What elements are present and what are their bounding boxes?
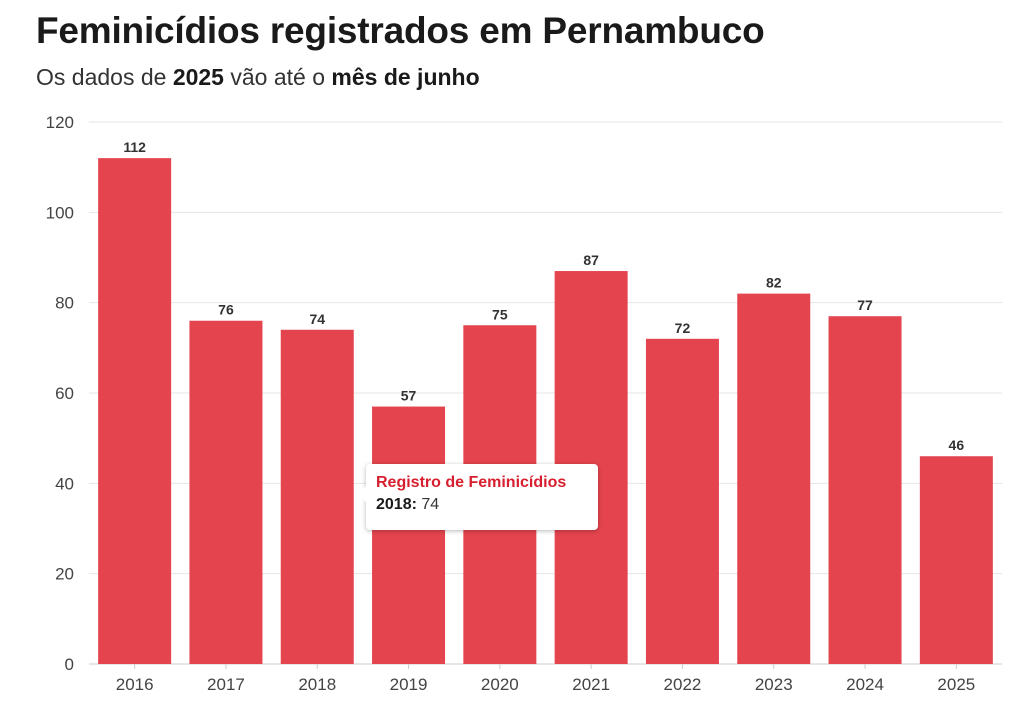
data-label: 72 [675,320,691,336]
bar [372,406,446,664]
x-tick-label: 2017 [207,675,245,694]
y-tick-label: 80 [55,294,74,313]
x-tick-label: 2020 [481,675,519,694]
bar [828,316,902,664]
tooltip-value-line: 2018: 74 [376,496,588,514]
bar [737,293,811,664]
x-tick-label: 2022 [664,675,702,694]
bar [98,158,172,664]
x-tick-label: 2019 [390,675,428,694]
chart-title: Feminicídios registrados em Pernambuco [36,10,765,51]
bar [280,329,354,664]
bar [645,338,719,664]
subtitle-middle: vão até o [223,64,332,90]
data-label: 75 [492,306,508,322]
y-tick-label: 100 [46,203,74,222]
tooltip-value: 74 [421,496,440,513]
x-tick-label: 2025 [937,675,975,694]
tooltip-category: 2018: [376,496,417,513]
x-tick-label: 2024 [846,675,884,694]
y-tick-label: 120 [46,113,74,132]
x-tick-label: 2016 [116,675,154,694]
x-tick-label: 2018 [298,675,336,694]
chart-subtitle: Os dados de 2025 vão até o mês de junho [36,64,480,91]
data-label: 82 [766,275,782,291]
y-tick-label: 20 [55,565,74,584]
y-tick-label: 40 [55,474,74,493]
data-label: 112 [123,139,146,155]
chart-tooltip: Registro de Feminicídios 2018: 74 [358,464,598,530]
y-tick-label: 0 [65,655,74,674]
data-label: 76 [218,302,234,318]
subtitle-prefix: Os dados de [36,64,173,90]
x-tick-label: 2021 [572,675,610,694]
x-tick-label: 2023 [755,675,793,694]
data-label: 74 [309,311,325,327]
bar [919,456,993,664]
data-label: 87 [583,252,599,268]
data-label: 57 [401,388,417,404]
data-label: 46 [949,437,965,453]
bar [189,320,263,664]
tooltip-title: Registro de Feminicídios [376,474,567,491]
subtitle-month: mês de junho [331,64,480,90]
subtitle-year: 2025 [172,64,224,90]
data-label: 77 [857,297,873,313]
y-tick-label: 60 [55,384,74,403]
